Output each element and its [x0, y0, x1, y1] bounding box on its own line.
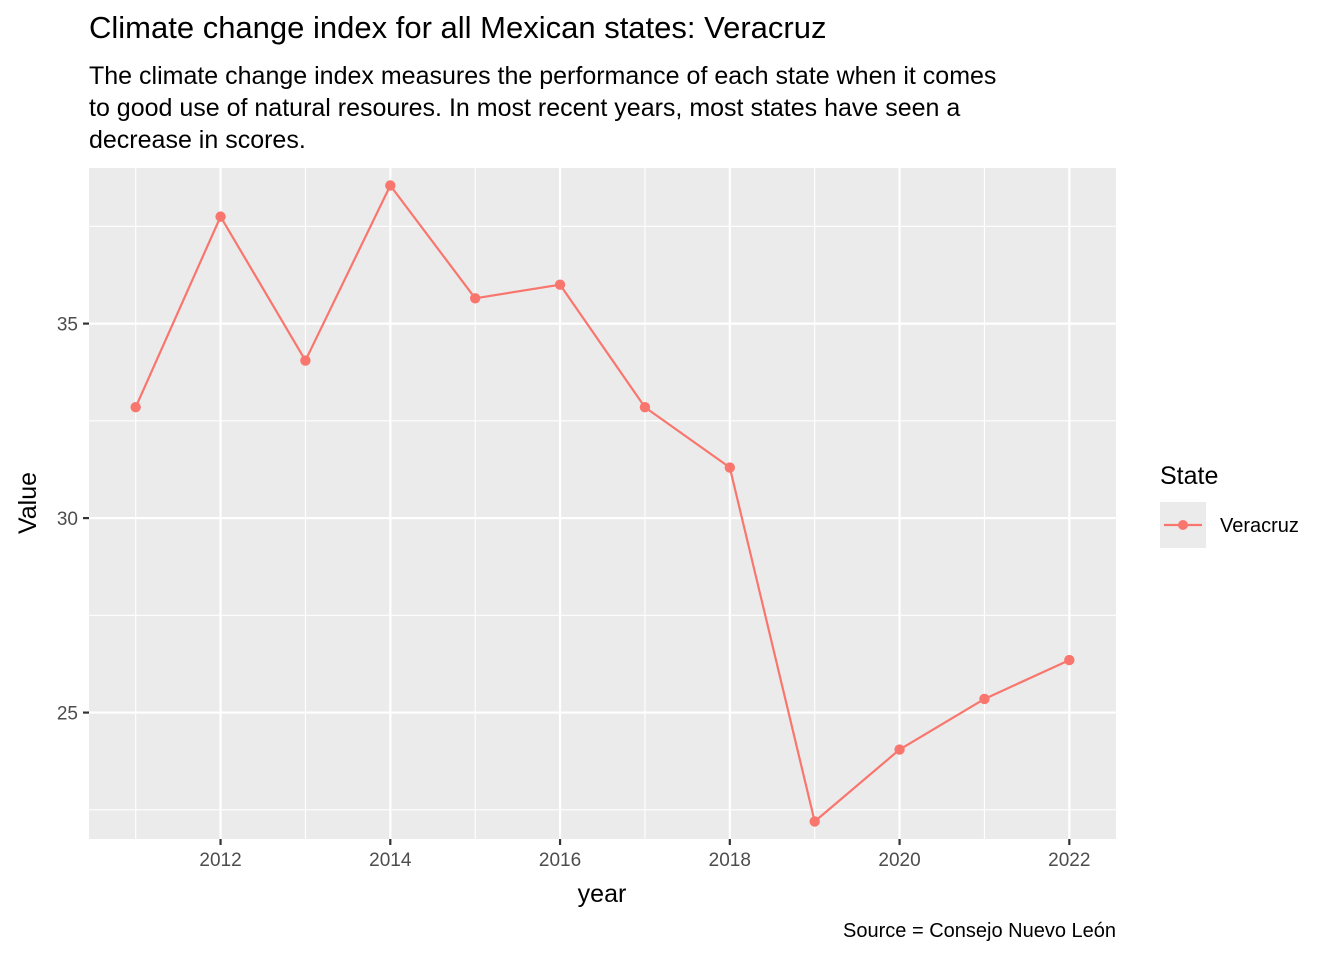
- data-point: [469, 293, 481, 304]
- x-tick-label: 2014: [369, 850, 412, 871]
- data-point: [554, 279, 566, 290]
- grid-major: [89, 168, 1116, 839]
- y-tick-label: 30: [57, 509, 78, 530]
- x-tick-label: 2016: [539, 850, 581, 871]
- plot-panel: [89, 168, 1116, 839]
- chart-subtitle: The climate change index measures the pe…: [89, 60, 1169, 156]
- data-point: [809, 816, 820, 827]
- x-axis-tick-labels: 2012 2014 2016 2018 2020 2022: [199, 850, 1090, 871]
- axis-ticks: [83, 322, 1071, 845]
- chart-title: Climate change index for all Mexican sta…: [89, 10, 827, 45]
- y-tick-label: 35: [57, 315, 78, 336]
- grid-minor: [89, 168, 1116, 839]
- data-point: [639, 402, 651, 413]
- subtitle-line: The climate change index measures the pe…: [89, 62, 997, 90]
- chart-caption: Source = Consejo Nuevo León: [843, 920, 1116, 942]
- data-point: [1064, 654, 1075, 666]
- x-tick-label: 2022: [1048, 850, 1090, 871]
- series-group: [130, 180, 1075, 827]
- x-tick-label: 2018: [709, 850, 751, 871]
- subtitle-line: decrease in scores.: [89, 126, 306, 154]
- x-axis-title: year: [578, 880, 627, 908]
- data-point: [894, 744, 905, 755]
- data-point: [130, 402, 141, 413]
- legend: State Veracruz: [1160, 462, 1299, 548]
- legend-title: State: [1160, 462, 1218, 490]
- data-point: [979, 693, 990, 705]
- data-point: [385, 180, 396, 191]
- legend-key-point: [1178, 520, 1188, 530]
- data-point: [215, 211, 226, 222]
- x-tick-label: 2012: [199, 850, 241, 871]
- subtitle-line: to good use of natural resoures. In most…: [89, 94, 961, 122]
- legend-label-veracruz: Veracruz: [1220, 515, 1299, 537]
- y-axis-tick-labels: 25 30 35: [57, 315, 78, 725]
- series-line-veracruz: [134, 184, 1070, 823]
- data-point: [724, 462, 736, 473]
- x-tick-label: 2020: [878, 850, 920, 871]
- y-tick-label: 25: [57, 704, 78, 725]
- data-point: [300, 355, 311, 366]
- y-axis-title: Value: [14, 472, 42, 534]
